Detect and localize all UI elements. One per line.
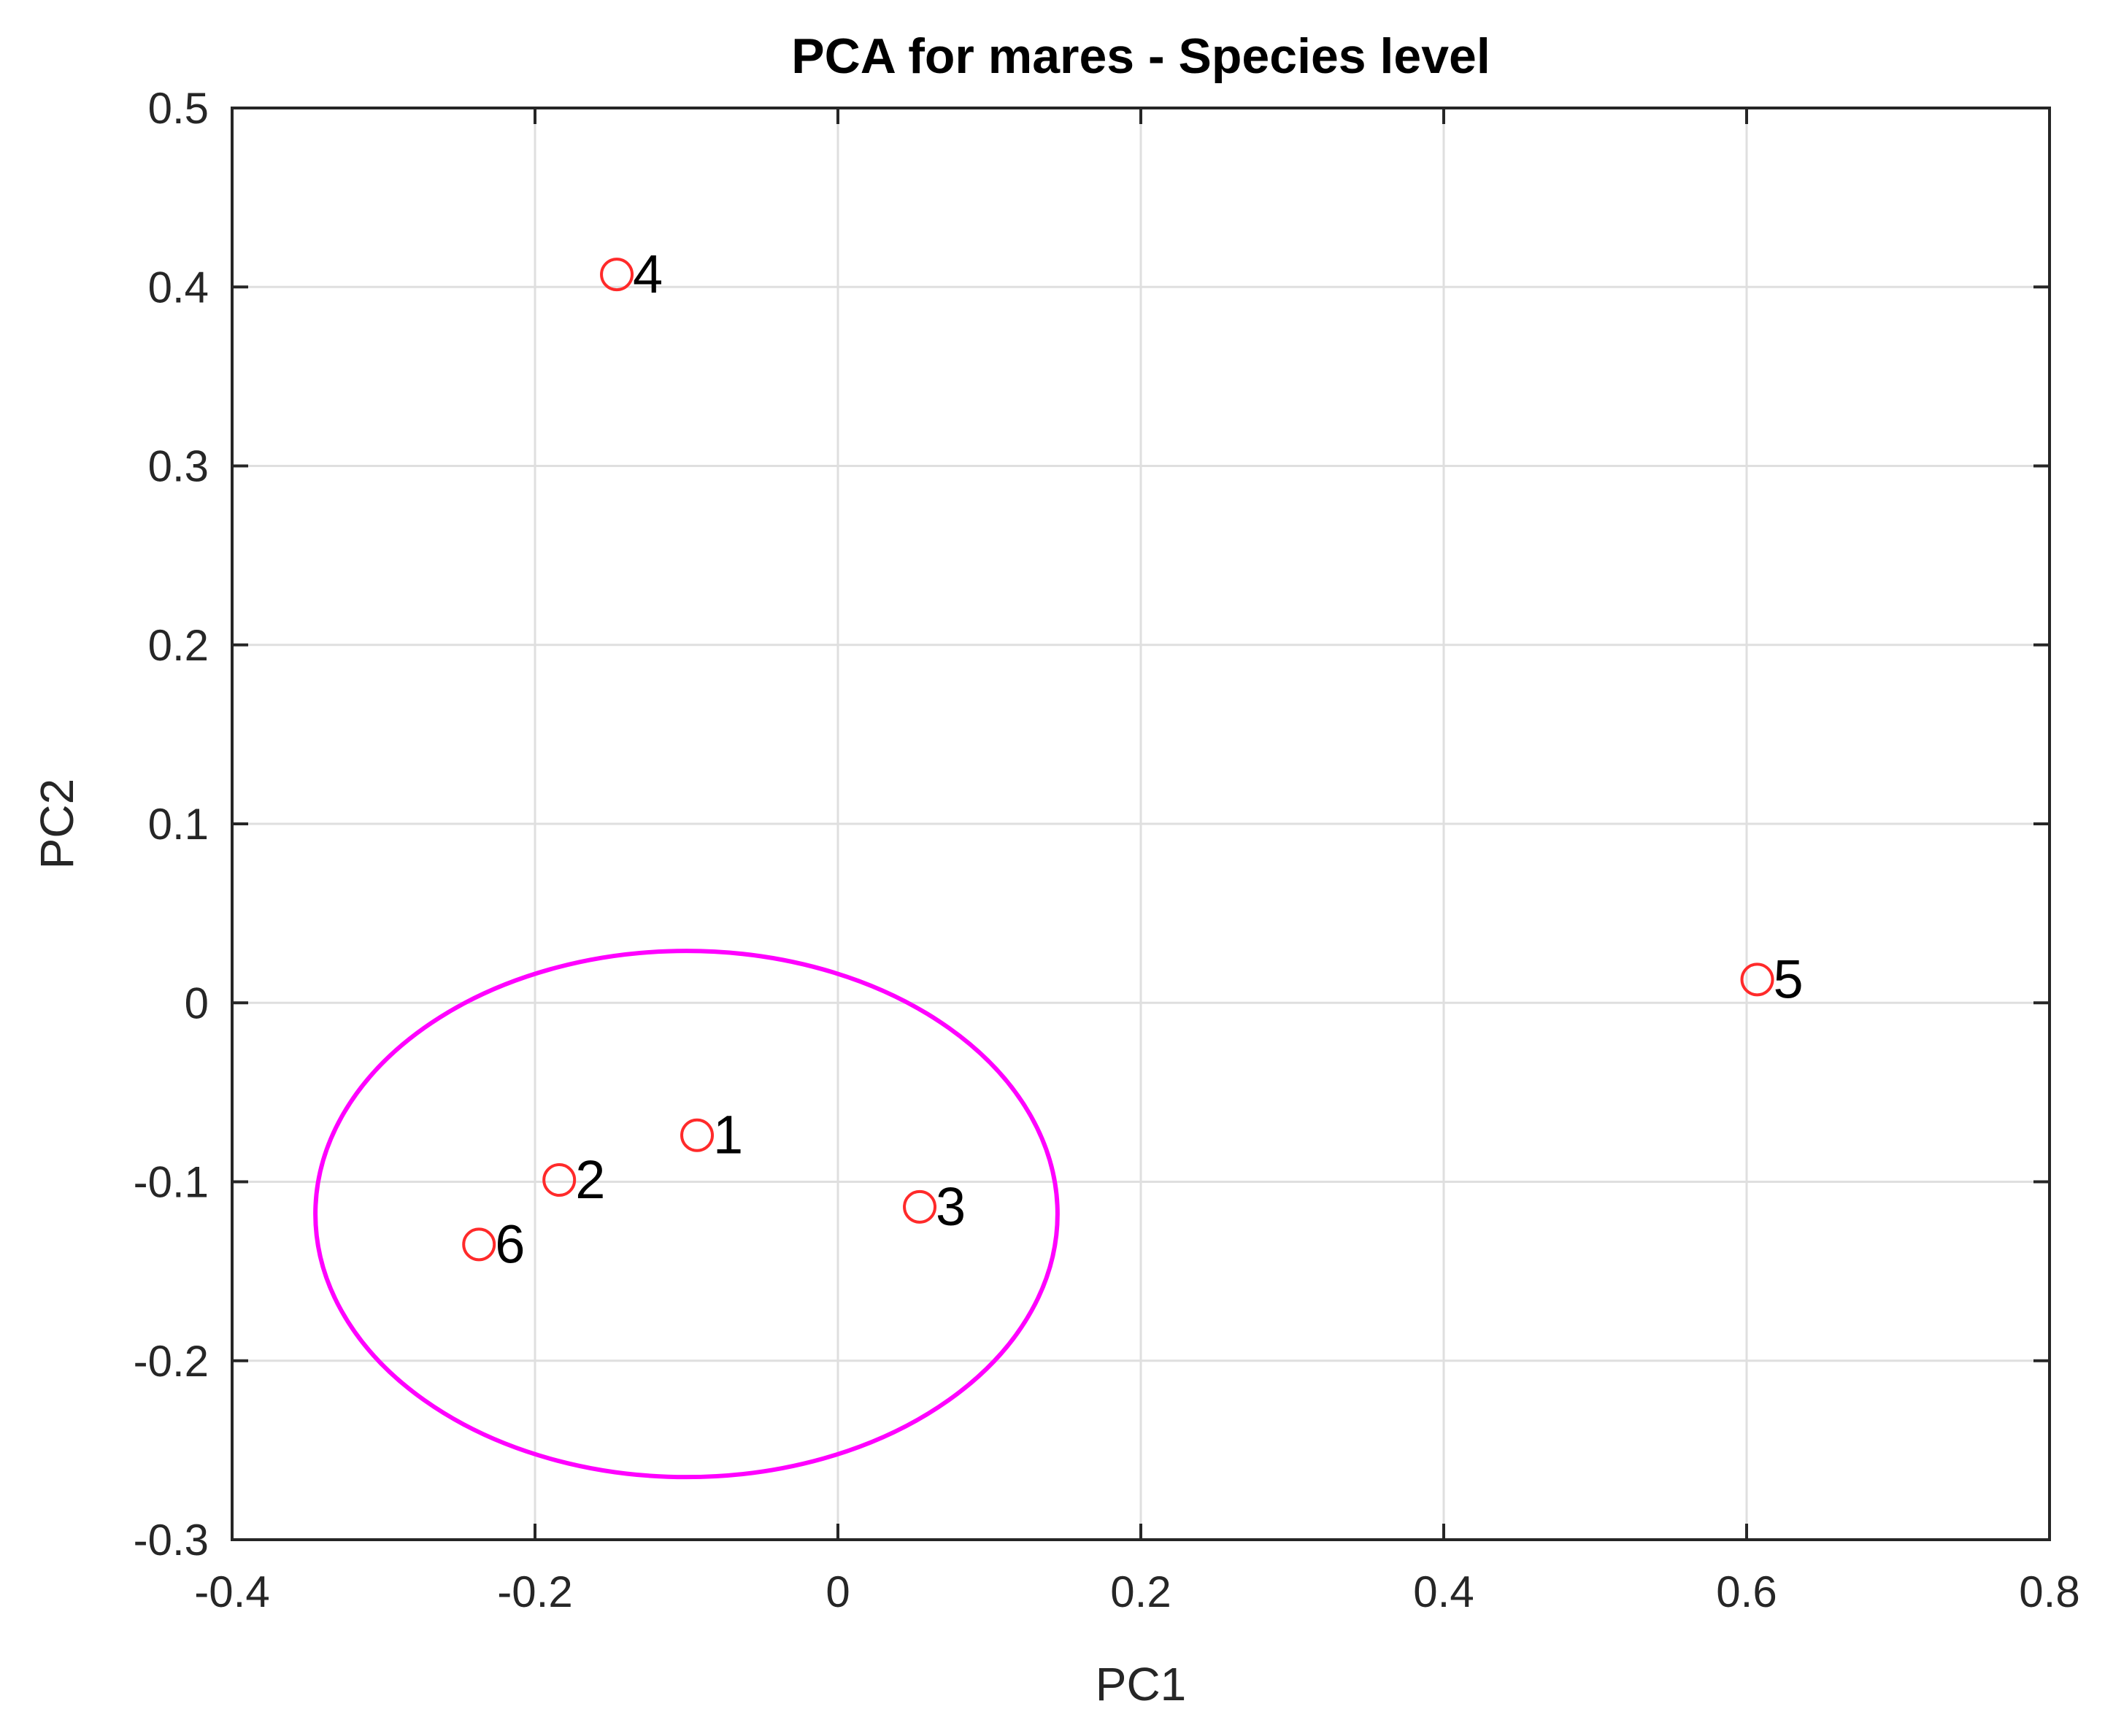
data-point-marker [680,1118,715,1152]
x-tick-label: 0.2 [1110,1567,1171,1616]
data-point-label: 6 [495,1214,525,1274]
x-tick-label: -0.4 [194,1567,269,1616]
data-points: 1 2 3 4 5 6 [462,244,1804,1274]
data-point-marker [462,1227,496,1262]
x-tick-label: 0 [826,1567,850,1616]
chart-title: PCA for mares - Species level [791,28,1490,84]
y-tick-label: 0.2 [148,621,209,670]
confidence-ellipse-layer [313,949,1060,1480]
y-tick-label: 0.3 [148,442,209,491]
confidence-ellipse [313,949,1060,1480]
data-point-marker [542,1163,577,1197]
data-point-marker [903,1189,937,1224]
x-tick-label: 0.8 [2019,1567,2079,1616]
x-axis-label: PC1 [1096,1658,1187,1710]
y-tick-label: -0.3 [134,1516,209,1565]
y-tick-label: 0.1 [148,800,209,849]
y-tick-label: 0 [185,979,209,1027]
axis-ticks: -0.4 -0.2 0 0.2 0.4 0.6 0.8 -0.3 -0.2 -0.1 0 0.1 0.2… [134,84,2080,1616]
data-point-label: 3 [936,1176,966,1237]
data-point-label: 5 [1774,949,1804,1009]
x-tick-label: -0.2 [497,1567,572,1616]
y-tick-label: 0.5 [148,84,209,133]
x-tick-label: 0.6 [1716,1567,1777,1616]
y-tick-label: -0.1 [134,1158,209,1207]
data-point-label: 2 [575,1149,605,1210]
data-point-marker [600,258,634,292]
y-axis-label: PC2 [31,779,83,870]
y-tick-label: -0.2 [134,1337,209,1386]
gridlines [231,107,2051,1541]
data-point-marker [1740,962,1774,997]
x-tick-label: 0.4 [1413,1567,1474,1616]
data-point-label: 1 [713,1105,743,1165]
data-point-label: 4 [633,244,663,304]
y-tick-label: 0.4 [148,263,209,312]
